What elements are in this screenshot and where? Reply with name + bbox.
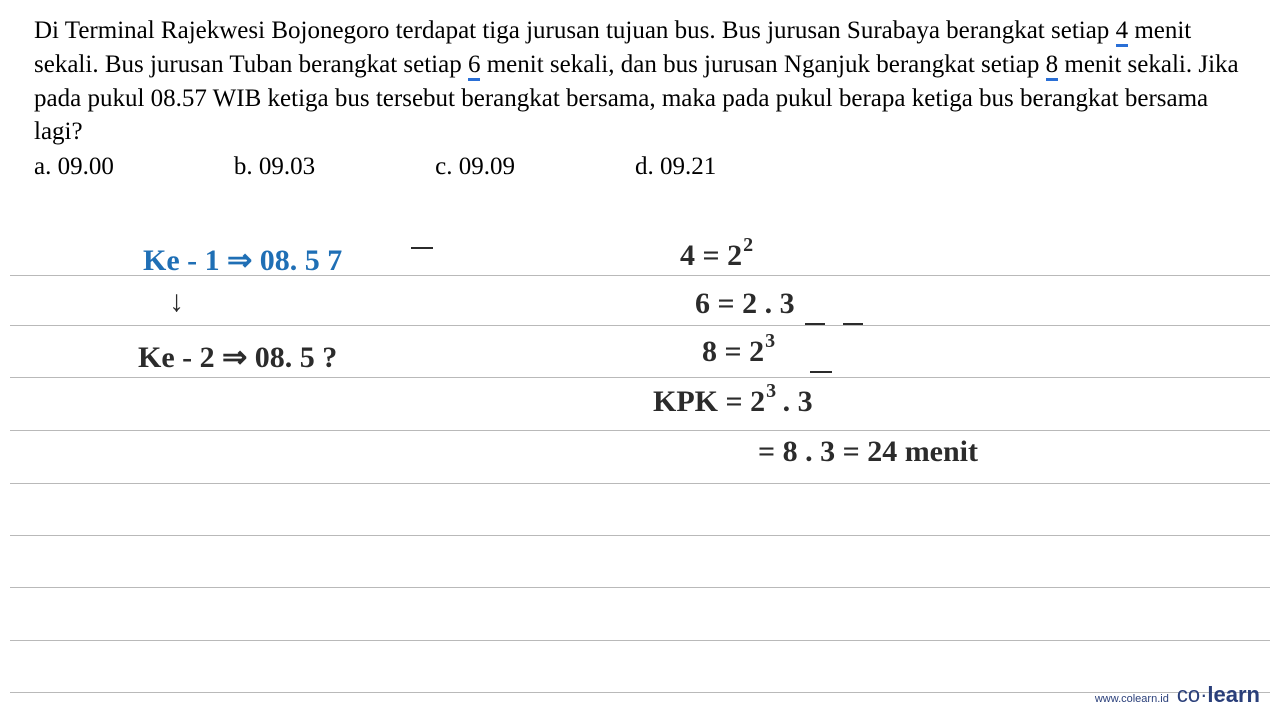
ruled-line (10, 692, 1270, 693)
handwriting-kpk2: = 8 . 3 = 24 menit (758, 435, 978, 469)
brand-logo: co·learn (1177, 682, 1260, 708)
ruled-line (10, 587, 1270, 588)
handwriting-eq6: 6 = 2 . 3 (695, 287, 795, 321)
strike-3a (843, 323, 863, 325)
footer-brand: www.colearn.id co·learn (1095, 682, 1260, 708)
option-d: d. 09.21 (635, 153, 716, 181)
ruled-line (10, 483, 1270, 484)
down-arrow-icon: ↓ (169, 285, 184, 319)
option-a: a. 09.00 (34, 153, 114, 181)
q-underline-2: 6 (468, 51, 481, 81)
strike-2b (810, 371, 832, 373)
strike-2a (805, 323, 825, 325)
handwriting-eq8: 8 = 23 (702, 335, 774, 369)
ruled-line (10, 377, 1270, 378)
q-part-3: menit sekali, dan bus jurusan Nganjuk be… (480, 51, 1045, 78)
strike-7 (411, 247, 433, 249)
ruled-line (10, 430, 1270, 431)
answer-options: a. 09.00 b. 09.03 c. 09.09 d. 09.21 (0, 149, 1280, 181)
footer-url: www.colearn.id (1095, 693, 1169, 705)
ruled-line (10, 535, 1270, 536)
question-text: Di Terminal Rajekwesi Bojonegoro terdapa… (0, 0, 1280, 149)
worksheet-area: Ke - 1 ⇒ 08. 5 7 ↓ Ke - 2 ⇒ 08. 5 ? 4 = … (0, 225, 1280, 720)
option-b: b. 09.03 (234, 153, 315, 181)
q-part-1: Di Terminal Rajekwesi Bojonegoro terdapa… (34, 17, 1116, 44)
option-c: c. 09.09 (435, 153, 515, 181)
handwriting-ke1: Ke - 1 ⇒ 08. 5 7 (143, 243, 342, 278)
handwriting-kpk1: KPK = 23 . 3 (653, 385, 813, 419)
q-underline-3: 8 (1046, 51, 1059, 81)
handwriting-ke2: Ke - 2 ⇒ 08. 5 ? (138, 340, 337, 375)
q-underline-1: 4 (1116, 17, 1129, 47)
ruled-line (10, 325, 1270, 326)
handwriting-eq4: 4 = 22 (680, 239, 752, 273)
ruled-line (10, 640, 1270, 641)
